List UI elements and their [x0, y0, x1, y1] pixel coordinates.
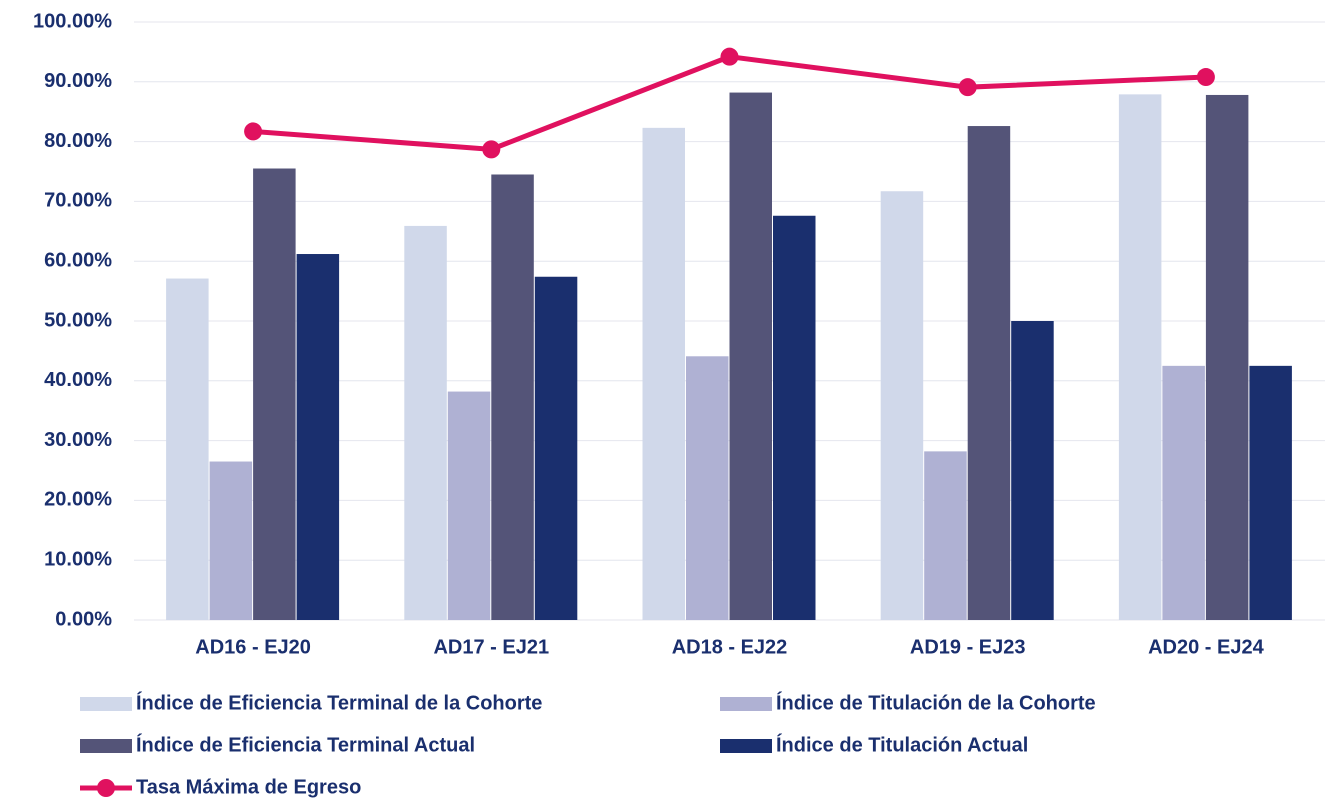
legend-label: Tasa Máxima de Egreso [136, 776, 361, 798]
bar [1011, 321, 1054, 620]
bar [1205, 94, 1249, 621]
x-tick-label: AD17 - EJ21 [433, 636, 549, 658]
y-tick-label: 30.00% [44, 429, 112, 451]
bar [166, 278, 209, 620]
y-tick-label: 90.00% [44, 70, 112, 92]
legend-label: Índice de Titulación Actual [776, 733, 1028, 756]
bar [253, 168, 296, 620]
legend-swatch [80, 697, 132, 711]
line-marker [482, 140, 501, 159]
y-tick-label: 0.00% [55, 608, 112, 630]
bar [967, 126, 1011, 620]
bar [447, 391, 491, 620]
legend-label: Índice de Eficiencia Terminal de la Coho… [136, 691, 542, 714]
x-tick-label: AD19 - EJ23 [910, 636, 1026, 658]
y-tick-label: 20.00% [44, 489, 112, 511]
y-tick-label: 70.00% [44, 190, 112, 212]
bar [1162, 365, 1205, 620]
bar [880, 191, 924, 620]
legend-label: Índice de Titulación de la Cohorte [776, 691, 1096, 714]
bar [1249, 365, 1292, 620]
y-tick-label: 60.00% [44, 249, 112, 271]
legend-swatch [97, 779, 115, 797]
line-marker [244, 122, 263, 141]
y-tick-label: 40.00% [44, 369, 112, 391]
line-marker [720, 47, 739, 66]
bar [296, 254, 340, 621]
bar [729, 92, 772, 620]
legend-swatch [720, 697, 772, 711]
bar [686, 356, 729, 620]
bar [1118, 94, 1162, 620]
y-tick-label: 10.00% [44, 548, 112, 570]
line-marker [958, 78, 977, 97]
bar [924, 451, 967, 620]
bar [209, 461, 253, 620]
bar [534, 276, 578, 620]
bar [773, 215, 816, 620]
x-tick-label: AD16 - EJ20 [195, 636, 311, 658]
y-tick-label: 50.00% [44, 309, 112, 331]
legend-swatch [80, 739, 132, 753]
legend-swatch [720, 739, 772, 753]
bar [491, 174, 534, 621]
y-tick-label: 80.00% [44, 130, 112, 152]
y-tick-label: 100.00% [33, 10, 112, 32]
x-tick-label: AD20 - EJ24 [1148, 636, 1264, 658]
bar [642, 127, 685, 620]
legend-label: Índice de Eficiencia Terminal Actual [136, 733, 475, 756]
line-marker [1196, 68, 1215, 87]
x-tick-label: AD18 - EJ22 [672, 636, 788, 658]
bar [404, 225, 447, 620]
